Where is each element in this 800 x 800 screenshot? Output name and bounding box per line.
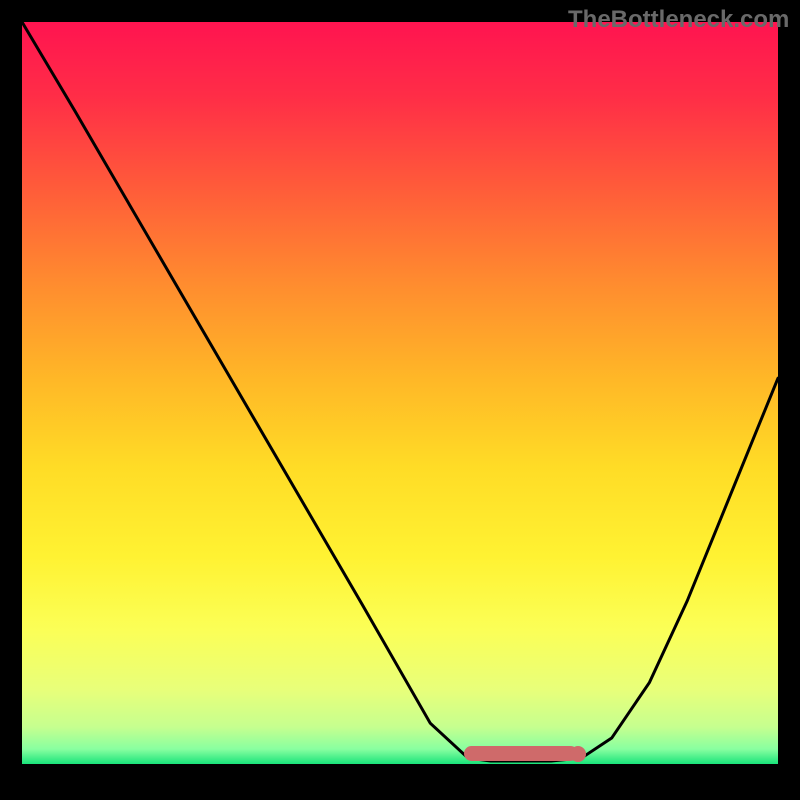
bottleneck-curve [22,22,778,764]
plot-area [22,22,778,764]
watermark-text: TheBottleneck.com [568,6,789,34]
chart-frame: TheBottleneck.com [0,0,800,800]
optimal-range-end-dot [570,746,586,762]
curve-path [22,22,778,761]
optimal-range-marker [464,746,577,761]
